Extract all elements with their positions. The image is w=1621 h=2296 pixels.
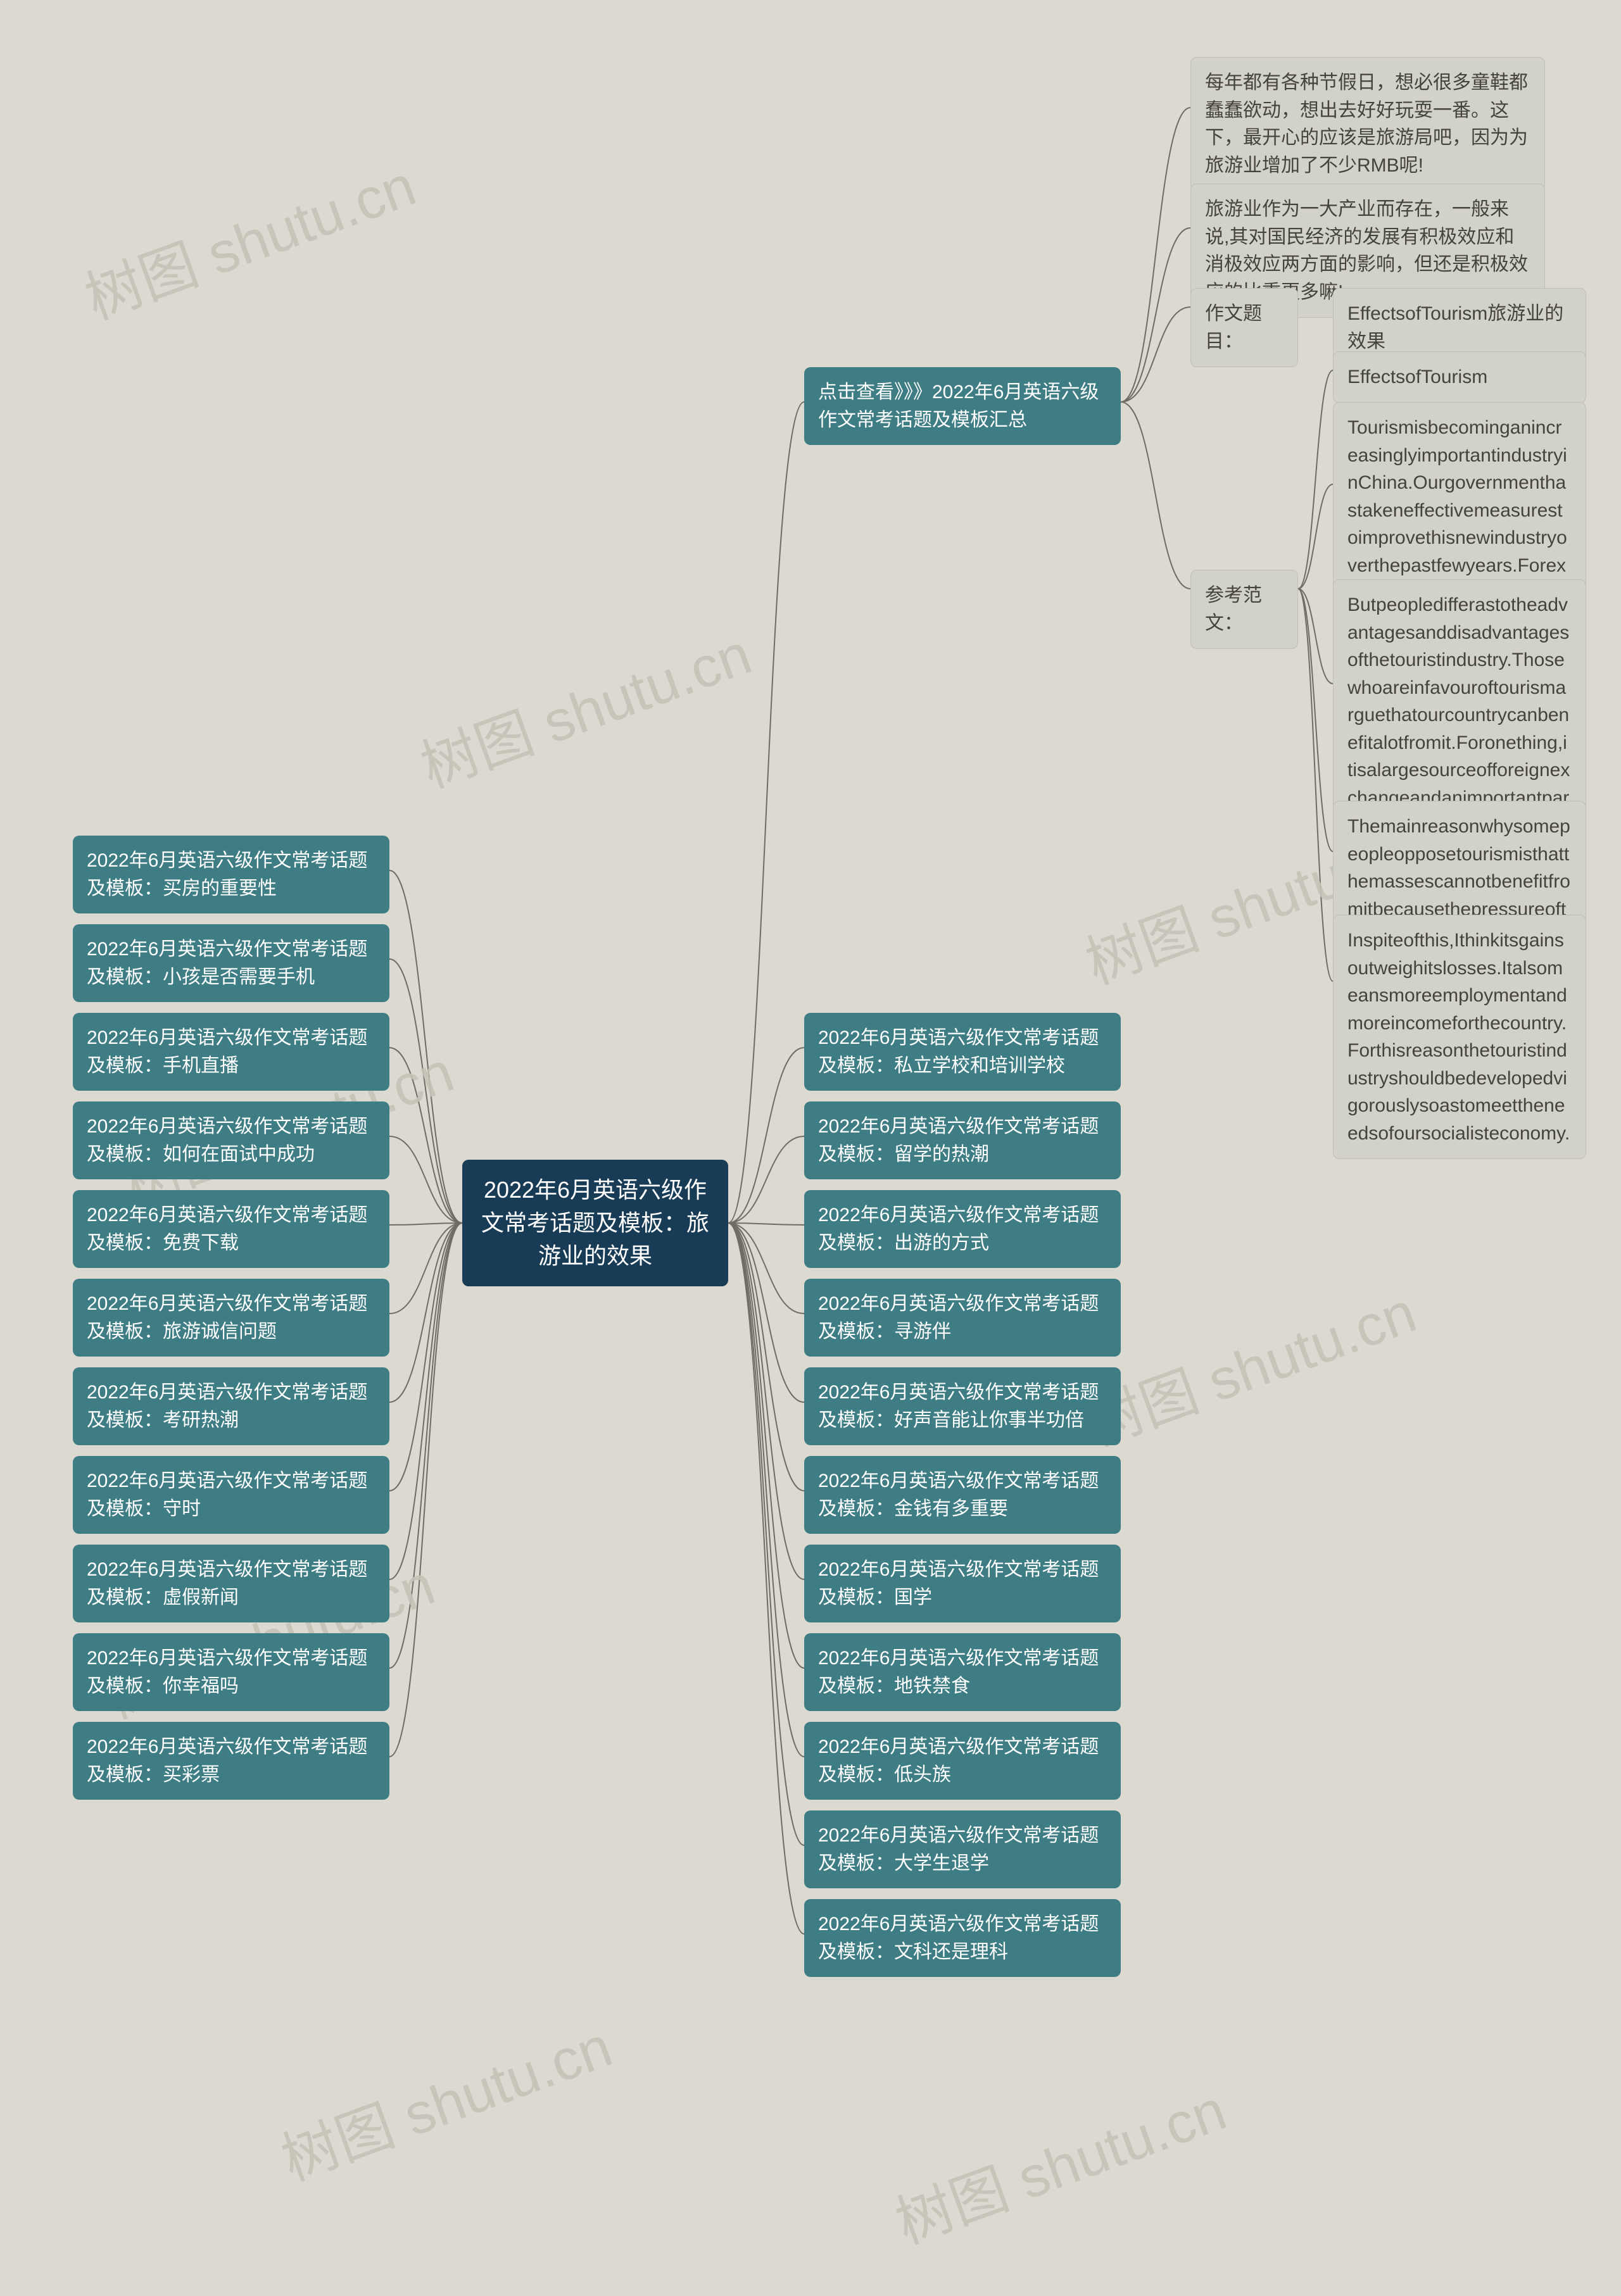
right-item[interactable]: 2022年6月英语六级作文常考话题及模板：私立学校和培训学校 (804, 1013, 1121, 1091)
hub-child: 每年都有各种节假日，想必很多童鞋都蠢蠢欲动，想出去好好玩耍一番。这下，最开心的应… (1190, 57, 1545, 191)
right-item-label: 2022年6月英语六级作文常考话题及模板：寻游伴 (818, 1290, 1107, 1345)
right-item-label: 2022年6月英语六级作文常考话题及模板：国学 (818, 1556, 1107, 1611)
mindmap-canvas: 树图 shutu.cn 树图 shutu.cn 树图 shutu.cn 树图 shut… (0, 0, 1621, 2296)
right-item-label: 2022年6月英语六级作文常考话题及模板：私立学校和培训学校 (818, 1024, 1107, 1079)
left-item-label: 2022年6月英语六级作文常考话题及模板：守时 (87, 1467, 375, 1522)
left-item[interactable]: 2022年6月英语六级作文常考话题及模板：旅游诚信问题 (73, 1279, 389, 1357)
right-item[interactable]: 2022年6月英语六级作文常考话题及模板：低头族 (804, 1722, 1121, 1800)
left-item-label: 2022年6月英语六级作文常考话题及模板：买彩票 (87, 1733, 375, 1788)
root-node-label: 2022年6月英语六级作文常考话题及模板：旅游业的效果 (476, 1174, 714, 1273)
left-item-label: 2022年6月英语六级作文常考话题及模板：你幸福吗 (87, 1645, 375, 1700)
left-item[interactable]: 2022年6月英语六级作文常考话题及模板：手机直播 (73, 1013, 389, 1091)
essay-title-label: EffectsofTourism旅游业的效果 (1347, 300, 1572, 355)
right-item-label: 2022年6月英语六级作文常考话题及模板：金钱有多重要 (818, 1467, 1107, 1522)
watermark: 树图 shutu.cn (883, 2064, 1235, 2260)
right-item-label: 2022年6月英语六级作文常考话题及模板：地铁禁食 (818, 1645, 1107, 1700)
right-item[interactable]: 2022年6月英语六级作文常考话题及模板：大学生退学 (804, 1810, 1121, 1888)
right-item-label: 2022年6月英语六级作文常考话题及模板：出游的方式 (818, 1201, 1107, 1257)
left-item[interactable]: 2022年6月英语六级作文常考话题及模板：买房的重要性 (73, 836, 389, 913)
right-item-label: 2022年6月英语六级作文常考话题及模板：好声音能让你事半功倍 (818, 1379, 1107, 1434)
hub-node-label: 点击查看》》》2022年6月英语六级作文常考话题及模板汇总 (818, 379, 1107, 434)
essay-para: EffectsofTourism (1333, 351, 1586, 403)
right-item[interactable]: 2022年6月英语六级作文常考话题及模板：出游的方式 (804, 1190, 1121, 1268)
left-item[interactable]: 2022年6月英语六级作文常考话题及模板：虚假新闻 (73, 1545, 389, 1622)
right-item[interactable]: 2022年6月英语六级作文常考话题及模板：好声音能让你事半功倍 (804, 1367, 1121, 1445)
hub-child: 作文题目： (1190, 288, 1298, 367)
hub-node[interactable]: 点击查看》》》2022年6月英语六级作文常考话题及模板汇总 (804, 367, 1121, 445)
left-item-label: 2022年6月英语六级作文常考话题及模板：如何在面试中成功 (87, 1113, 375, 1168)
left-item-label: 2022年6月英语六级作文常考话题及模板：免费下载 (87, 1201, 375, 1257)
hub-child: 参考范文： (1190, 570, 1298, 649)
left-item-label: 2022年6月英语六级作文常考话题及模板：小孩是否需要手机 (87, 936, 375, 991)
left-item[interactable]: 2022年6月英语六级作文常考话题及模板：小孩是否需要手机 (73, 924, 389, 1002)
right-item[interactable]: 2022年6月英语六级作文常考话题及模板：国学 (804, 1545, 1121, 1622)
right-item[interactable]: 2022年6月英语六级作文常考话题及模板：金钱有多重要 (804, 1456, 1121, 1534)
hub-child-label: 作文题目： (1205, 300, 1284, 355)
watermark: 树图 shutu.cn (408, 608, 760, 804)
left-item[interactable]: 2022年6月英语六级作文常考话题及模板：买彩票 (73, 1722, 389, 1800)
left-item-label: 2022年6月英语六级作文常考话题及模板：考研热潮 (87, 1379, 375, 1434)
left-item-label: 2022年6月英语六级作文常考话题及模板：旅游诚信问题 (87, 1290, 375, 1345)
essay-para-label: Inspiteofthis,Ithinkitsgainsoutweighitsl… (1347, 927, 1572, 1147)
left-item[interactable]: 2022年6月英语六级作文常考话题及模板：考研热潮 (73, 1367, 389, 1445)
left-item[interactable]: 2022年6月英语六级作文常考话题及模板：如何在面试中成功 (73, 1101, 389, 1179)
left-item[interactable]: 2022年6月英语六级作文常考话题及模板：守时 (73, 1456, 389, 1534)
hub-child-label: 参考范文： (1205, 582, 1284, 637)
right-item-label: 2022年6月英语六级作文常考话题及模板：留学的热潮 (818, 1113, 1107, 1168)
right-item[interactable]: 2022年6月英语六级作文常考话题及模板：地铁禁食 (804, 1633, 1121, 1711)
left-item-label: 2022年6月英语六级作文常考话题及模板：虚假新闻 (87, 1556, 375, 1611)
right-item-label: 2022年6月英语六级作文常考话题及模板：大学生退学 (818, 1822, 1107, 1877)
right-item[interactable]: 2022年6月英语六级作文常考话题及模板：文科还是理科 (804, 1899, 1121, 1977)
hub-child-label: 每年都有各种节假日，想必很多童鞋都蠢蠢欲动，想出去好好玩耍一番。这下，最开心的应… (1205, 69, 1530, 179)
root-node[interactable]: 2022年6月英语六级作文常考话题及模板：旅游业的效果 (462, 1160, 728, 1286)
left-item[interactable]: 2022年6月英语六级作文常考话题及模板：你幸福吗 (73, 1633, 389, 1711)
right-item[interactable]: 2022年6月英语六级作文常考话题及模板：寻游伴 (804, 1279, 1121, 1357)
right-item[interactable]: 2022年6月英语六级作文常考话题及模板：留学的热潮 (804, 1101, 1121, 1179)
right-item-label: 2022年6月英语六级作文常考话题及模板：文科还是理科 (818, 1910, 1107, 1966)
essay-para: Inspiteofthis,Ithinkitsgainsoutweighitsl… (1333, 915, 1586, 1159)
left-item-label: 2022年6月英语六级作文常考话题及模板：买房的重要性 (87, 847, 375, 902)
essay-para-label: EffectsofTourism (1347, 363, 1487, 391)
watermark: 树图 shutu.cn (268, 2001, 621, 2197)
left-item-label: 2022年6月英语六级作文常考话题及模板：手机直播 (87, 1024, 375, 1079)
left-item[interactable]: 2022年6月英语六级作文常考话题及模板：免费下载 (73, 1190, 389, 1268)
right-item-label: 2022年6月英语六级作文常考话题及模板：低头族 (818, 1733, 1107, 1788)
watermark: 树图 shutu.cn (72, 140, 425, 336)
watermark: 树图 shutu.cn (1073, 1267, 1425, 1462)
